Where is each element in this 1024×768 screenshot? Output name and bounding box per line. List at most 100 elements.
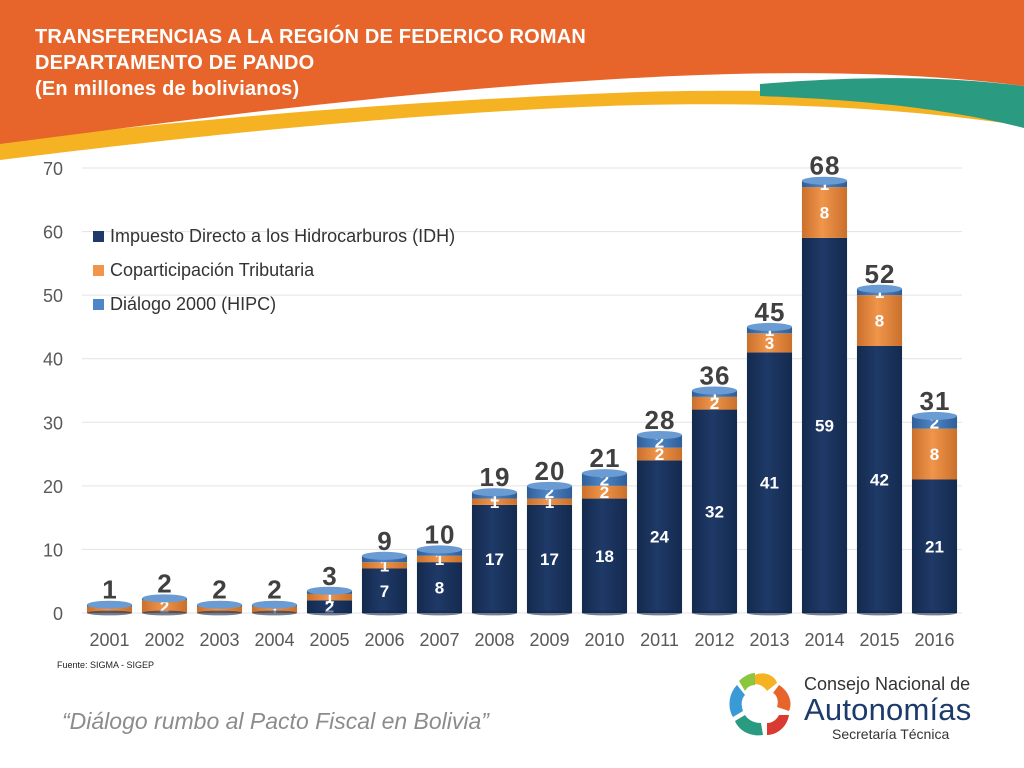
bar-value-label: 59 [815,416,834,435]
bar-total-label: 36 [700,361,730,391]
bar-total-label: 10 [425,519,455,549]
y-axis: 0 10 20 30 40 50 60 70 [43,159,63,624]
bar-segment-coparticipacion [306,593,353,601]
hands-circle-icon [729,673,791,736]
bar-value-label: 2 [600,471,609,490]
bar-cap [691,386,738,395]
bar-value-label: 2 [325,598,334,617]
page-title-line3: (En millones de bolivianos) [35,78,300,100]
x-tick-label: 2003 [199,630,239,650]
bar-total-label: 3 [322,561,336,591]
chart-legend: Impuesto Directo a los Hidrocarburos (ID… [93,226,455,314]
bar-segment-coparticipacion [251,606,298,613]
org-logo: Consejo Nacional de Autonomías Secretarí… [722,664,1012,744]
bar-segment-coparticipacion [581,485,628,499]
bar-value-label: 8 [820,204,829,223]
bar-segment-idh [526,504,573,613]
bar-total-label: 2 [267,575,281,605]
bar-segment-coparticipacion [196,606,243,613]
bar-value-label: 21 [925,537,944,556]
bar-value-label: 1 [270,601,279,620]
bar-base [251,610,298,616]
legend-swatch [93,265,104,276]
bar-cap [361,551,408,560]
legend-swatch [93,299,104,310]
bar-segment-coparticipacion [141,600,188,613]
bar-base [581,610,628,616]
bar-base [636,610,683,616]
bar-base [856,610,903,616]
bar-segment-idh [581,498,628,613]
bar-segment-coparticipacion [86,606,133,613]
bar-total-label: 21 [590,443,620,473]
banner-teal-wave [760,78,1024,128]
bar-cap [526,481,573,490]
bar-value-label: 42 [870,471,889,490]
bar-value-label: 1 [435,550,444,569]
bar-segment-idh [361,568,408,613]
bar-cap [856,284,903,293]
bar-value-label: 8 [930,445,939,464]
page-title-line1: TRANSFERENCIAS A LA REGIÓN DE FEDERICO R… [35,26,587,48]
bar-base [416,610,463,616]
bar-segment-idh [416,562,463,613]
bar-value-label: 3 [765,334,774,353]
bar-total-label: 9 [377,526,391,556]
bar-value-label: 18 [595,547,614,566]
bar-base [306,610,353,616]
bar-total-label: 1 [102,575,116,605]
bar-segment-idh [746,352,793,613]
bar-segment-idh [636,460,683,613]
bar-segment-coparticipacion [801,187,848,238]
bar-cap [471,488,518,497]
bar-cap [251,600,298,609]
bar-base [361,610,408,616]
bar-cap [911,411,958,420]
org-name-line2: Autonomías [804,692,972,727]
y-tick-label: 0 [53,604,63,624]
x-tick-label: 2015 [859,630,899,650]
y-tick-label: 30 [43,413,63,433]
bar-segment-coparticipacion [911,428,958,480]
bar-cap [86,600,133,609]
bar-value-label: 1 [380,556,389,575]
x-axis: 2001 2002 2003 2004 2005 2006 2007 2008 2009 2010… [89,630,954,650]
x-tick-label: 2014 [804,630,844,650]
bar-cap [581,469,628,478]
y-tick-label: 20 [43,477,63,497]
bar-value-label: 17 [540,550,559,569]
bar-cap [801,176,848,185]
y-tick-label: 60 [43,223,63,243]
legend-label: Diálogo 2000 (HIPC) [110,294,276,314]
x-tick-label: 2011 [640,630,679,650]
bar-segment-idh [856,346,903,613]
banner-yellow-wave [0,90,1024,160]
x-tick-label: 2013 [749,630,789,650]
bar-value-label: 2 [655,445,664,464]
bar-total-label: 68 [810,151,840,181]
y-tick-label: 40 [43,350,63,370]
bar-value-label: 2 [545,483,554,502]
x-tick-label: 2010 [584,630,624,650]
bar-total-label: 2 [212,575,226,605]
bar-base [691,610,738,616]
page-title-line2: DEPARTAMENTO DE PANDO [35,52,315,74]
bar-segment-idh [911,479,958,613]
bar-value-label: 7 [380,582,389,601]
bar-cap [306,586,353,595]
bar-segment-coparticipacion [416,555,463,563]
legend-label: Impuesto Directo a los Hidrocarburos (ID… [110,226,455,246]
chart-bars: 1222122137198110171119171220182221242228… [86,151,958,620]
bar-total-label: 20 [535,456,565,486]
x-tick-label: 2016 [914,630,954,650]
bar-segment-idh [306,600,353,613]
legend-label: Coparticipación Tributaria [110,260,315,280]
bar-cap [636,431,683,439]
bar-segment-idh [471,504,518,613]
bar-segment-coparticipacion [636,447,683,461]
bar-base [86,610,133,616]
x-tick-label: 2009 [529,630,569,650]
bar-value-label: 1 [545,493,554,512]
bar-segment-coparticipacion [361,562,408,569]
